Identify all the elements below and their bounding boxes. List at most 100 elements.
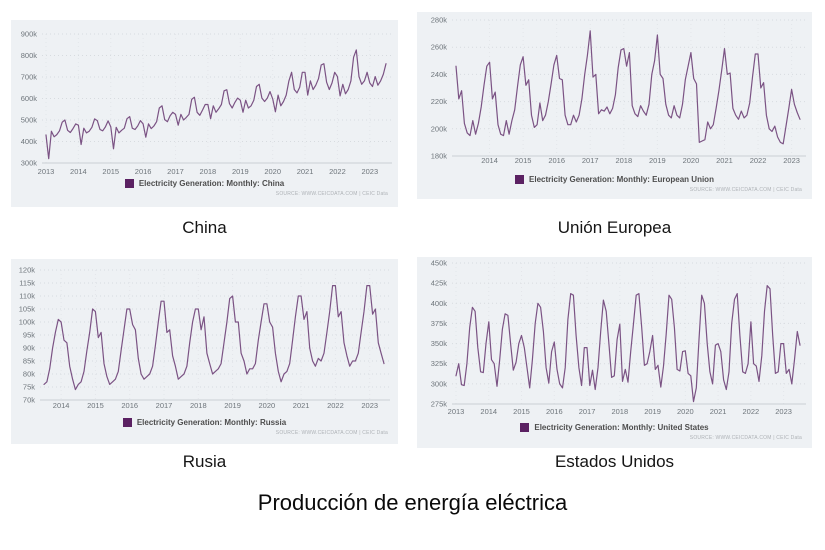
y-axis-tick-label: 375k: [431, 319, 448, 328]
x-axis-tick-label: 2019: [232, 167, 249, 176]
x-axis-tick-label: 2021: [716, 156, 733, 165]
y-axis-tick-label: 275k: [431, 400, 448, 409]
y-axis-tick-label: 325k: [431, 359, 448, 368]
y-axis-tick-label: 500k: [21, 116, 38, 125]
y-axis-tick-label: 260k: [431, 43, 448, 52]
y-axis-tick-label: 95k: [23, 331, 35, 340]
caption-china: China: [182, 218, 227, 237]
y-axis-tick-label: 300k: [431, 379, 448, 388]
united-states-chart-panel: 275k 300k 325k 350k 375k 400k 425k 450k 2013 2014…: [417, 257, 812, 448]
y-axis-tick-label: 600k: [21, 94, 38, 103]
y-axis-tick-label: 450k: [431, 259, 448, 268]
legend-swatch: [515, 175, 525, 184]
legend-label: Electricity Generation: Monthly: Russia: [136, 418, 287, 427]
x-axis-tick-label: 2018: [611, 407, 628, 416]
x-axis-tick-label: 2019: [649, 156, 666, 165]
legend-label: Electricity Generation: Monthly: United …: [534, 423, 709, 432]
y-axis-tick-label: 115k: [19, 279, 35, 288]
caption-united-states: Estados Unidos: [554, 452, 675, 471]
x-axis-tick-label: 2022: [327, 401, 344, 410]
data-series-line: [43, 285, 385, 391]
x-axis-tick-label: 2023: [775, 407, 792, 416]
x-axis-tick-label: 2021: [297, 167, 314, 176]
russia-line-chart: 70k 75k 80k 85k 90k 95k 100k 105k 110k 115k 120k 20…: [19, 266, 390, 410]
data-series-line: [455, 285, 801, 403]
united-states-legend: Electricity Generation: Monthly: United …: [417, 423, 812, 432]
x-axis-tick-label: 2018: [615, 156, 632, 165]
x-axis-tick-label: 2016: [121, 401, 138, 410]
x-axis-tick-label: 2022: [329, 167, 346, 176]
x-axis-tick-label: 2023: [361, 401, 378, 410]
china-legend: Electricity Generation: Monthly: China: [11, 179, 398, 188]
data-series-line: [45, 49, 387, 160]
legend-swatch: [124, 179, 134, 188]
y-axis-tick-label: 240k: [431, 70, 448, 79]
x-axis-tick-label: 2023: [783, 156, 800, 165]
x-axis-tick-label: 2016: [546, 407, 563, 416]
x-axis-tick-label: 2018: [190, 401, 207, 410]
x-axis-tick-label: 2016: [548, 156, 565, 165]
y-axis-tick-label: 220k: [431, 97, 448, 106]
caption-european-union: Unión Europea: [557, 218, 672, 237]
y-axis-tick-label: 425k: [431, 279, 448, 288]
x-axis-tick-label: 2015: [102, 167, 119, 176]
legend-label: Electricity Generation: Monthly: China: [138, 179, 285, 188]
y-axis-tick-label: 180k: [431, 152, 448, 161]
x-axis-tick-label: 2022: [750, 156, 767, 165]
y-axis-tick-label: 100k: [19, 318, 36, 327]
x-axis-tick-label: 2020: [683, 156, 700, 165]
source-attribution: SOURCE: WWW.CEICDATA.COM | CEIC Data: [275, 191, 388, 197]
y-axis-tick-label: 900k: [21, 30, 38, 39]
china-chart-panel: 300k 400k 500k 600k 700k 800k 900k 2013 2014 2015…: [11, 20, 398, 207]
y-axis-tick-label: 90k: [23, 344, 35, 353]
x-axis-tick-label: 2018: [200, 167, 217, 176]
y-axis-tick-label: 70k: [23, 396, 35, 405]
x-axis-tick-label: 2016: [135, 167, 152, 176]
x-axis-tick-label: 2021: [293, 401, 310, 410]
united-states-line-chart: 275k 300k 325k 350k 375k 400k 425k 450k 2013 2014…: [431, 259, 806, 416]
x-axis-tick-label: 2014: [70, 167, 87, 176]
x-axis-tick-label: 2013: [38, 167, 55, 176]
x-axis-tick-label: 2017: [156, 401, 173, 410]
page-title: Producción de energía eléctrica: [257, 490, 568, 515]
y-axis-tick-label: 105k: [19, 305, 36, 314]
data-series-line: [455, 30, 801, 145]
x-axis-tick-label: 2014: [53, 401, 70, 410]
x-axis-tick-label: 2015: [515, 156, 532, 165]
legend-swatch: [520, 423, 530, 432]
source-attribution: SOURCE: WWW.CEICDATA.COM | CEIC Data: [689, 435, 802, 441]
x-axis-tick-label: 2017: [167, 167, 184, 176]
y-axis-tick-label: 85k: [23, 357, 35, 366]
y-axis-tick-label: 110k: [19, 292, 35, 301]
china-line-chart: 300k 400k 500k 600k 700k 800k 900k 2013 2014 2015…: [21, 30, 392, 176]
y-axis-tick-label: 350k: [431, 339, 448, 348]
european-union-legend: Electricity Generation: Monthly: Europea…: [417, 175, 812, 184]
russia-chart-panel: 70k 75k 80k 85k 90k 95k 100k 105k 110k 115k 120k 20…: [11, 259, 398, 444]
x-axis-tick-label: 2015: [87, 401, 104, 410]
y-axis-tick-label: 75k: [23, 383, 35, 392]
y-axis-tick-label: 400k: [431, 299, 448, 308]
x-axis-tick-label: 2020: [259, 401, 276, 410]
x-axis-tick-label: 2021: [710, 407, 727, 416]
x-axis-tick-label: 2015: [513, 407, 530, 416]
x-axis-tick-label: 2020: [677, 407, 694, 416]
x-axis-tick-label: 2014: [481, 156, 498, 165]
x-axis-tick-label: 2017: [582, 156, 599, 165]
y-axis-tick-label: 120k: [19, 266, 36, 275]
x-axis-tick-label: 2014: [480, 407, 497, 416]
legend-label: Electricity Generation: Monthly: Europea…: [529, 175, 714, 184]
y-axis-tick-label: 800k: [21, 51, 38, 60]
legend-swatch: [122, 418, 132, 427]
y-axis-tick-label: 700k: [21, 73, 38, 82]
source-attribution: SOURCE: WWW.CEICDATA.COM | CEIC Data: [689, 187, 802, 193]
x-axis-tick-label: 2019: [644, 407, 661, 416]
y-axis-tick-label: 280k: [431, 16, 448, 25]
x-axis-tick-label: 2022: [743, 407, 760, 416]
caption-russia: Rusia: [182, 452, 227, 471]
x-axis-tick-label: 2023: [361, 167, 378, 176]
x-axis-tick-label: 2013: [448, 407, 465, 416]
russia-legend: Electricity Generation: Monthly: Russia: [11, 418, 398, 427]
y-axis-tick-label: 400k: [21, 137, 38, 146]
y-axis-tick-label: 200k: [431, 124, 448, 133]
source-attribution: SOURCE: WWW.CEICDATA.COM | CEIC Data: [275, 430, 388, 436]
